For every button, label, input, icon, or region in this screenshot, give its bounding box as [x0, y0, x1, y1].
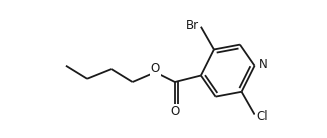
- Text: Br: Br: [185, 19, 198, 32]
- Text: O: O: [170, 105, 180, 118]
- Text: O: O: [151, 63, 160, 75]
- Text: N: N: [259, 58, 267, 71]
- Text: Cl: Cl: [256, 110, 268, 123]
